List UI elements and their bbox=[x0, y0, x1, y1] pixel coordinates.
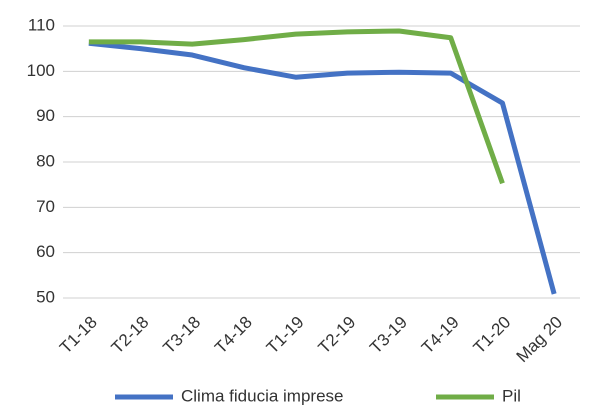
x-tick-label: T1-19 bbox=[263, 313, 308, 358]
x-tick-label: T3-18 bbox=[159, 313, 204, 358]
y-tick-label: 110 bbox=[28, 15, 55, 34]
y-tick-label: 70 bbox=[36, 197, 55, 216]
x-tick-label: Mag 20 bbox=[513, 313, 567, 367]
x-tick-label: T4-18 bbox=[211, 313, 256, 358]
series-line bbox=[88, 40, 557, 295]
x-tick-label: T1-18 bbox=[56, 313, 101, 358]
y-tick-label: 90 bbox=[36, 106, 55, 125]
series-line bbox=[88, 28, 505, 185]
y-tick-label: 50 bbox=[36, 287, 55, 306]
legend-label: Pil bbox=[502, 386, 521, 405]
y-tick-label: 80 bbox=[36, 151, 55, 170]
legend-label: Clima fiducia imprese bbox=[181, 386, 344, 405]
x-tick-label: T2-19 bbox=[315, 313, 360, 358]
x-tick-label: T1-20 bbox=[470, 313, 515, 358]
x-tick-label: T2-18 bbox=[108, 313, 153, 358]
x-tick-label: T3-19 bbox=[366, 313, 411, 358]
x-tick-label: T4-19 bbox=[418, 313, 463, 358]
y-tick-label: 100 bbox=[27, 61, 55, 80]
y-tick-label: 60 bbox=[36, 242, 55, 261]
